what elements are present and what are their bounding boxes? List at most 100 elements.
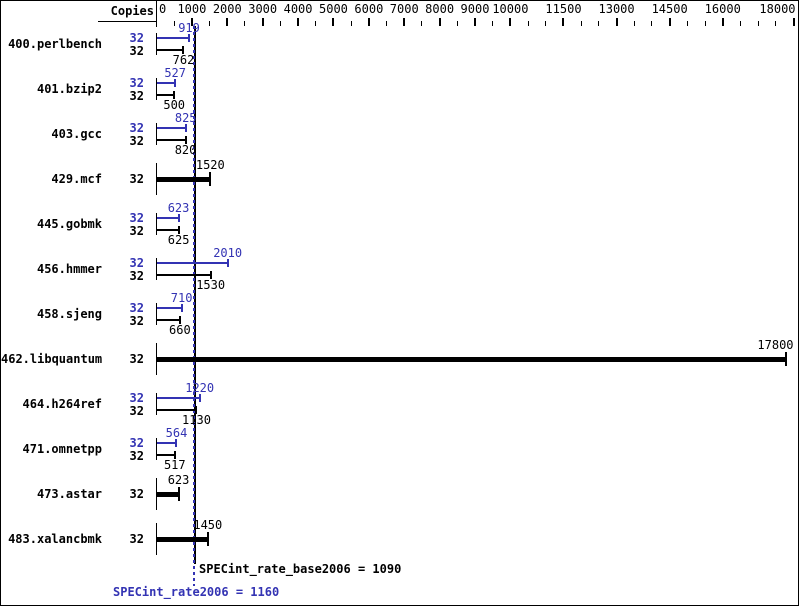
bar-peak [156,37,190,39]
bar-value-label: 527 [164,66,186,80]
bar-end-serif [180,304,183,312]
axis-minor-tick [315,21,317,26]
axis-major-tick [792,18,795,26]
bar-value-label: 825 [174,111,197,125]
bar-end-serif [173,451,176,459]
axis-major-tick [668,18,671,26]
copies-value: 32 [129,301,144,315]
axis-minor-tick [686,21,688,26]
axis-tick-label: 13000 [598,2,635,16]
bar-end-serif [175,439,178,447]
axis-minor-tick [386,21,388,26]
benchmark-label: 458.sjeng [36,307,102,321]
bar-end-serif [184,124,187,132]
bar-value-label: 820 [174,143,197,157]
axis-major-tick [332,18,335,26]
axis-major-tick [190,18,193,26]
axis-tick-label: 14500 [651,2,688,16]
bar-value-label: 762 [172,53,195,67]
bar-peak [156,127,186,129]
benchmark-label: 445.gobmk [36,217,102,231]
bar-value-label: 2010 [213,246,243,260]
bar-end-serif [188,34,191,42]
copies-value: 32 [129,89,144,103]
axis-tick-label: 8000 [425,2,455,16]
copies-value: 32 [129,76,144,90]
axis-major-tick [509,18,512,26]
axis-minor-tick [651,21,653,26]
axis-minor-tick [279,21,281,26]
copies-column-header: Copies [110,4,154,18]
bar-peak [156,262,228,264]
bar-value-label: 564 [165,426,188,440]
copies-value: 32 [129,172,144,186]
copies-value: 32 [129,391,144,405]
bar-base-and-peak [156,176,211,182]
benchmark-label: 429.mcf [51,172,102,186]
copies-value: 32 [129,352,144,366]
bar-value-label: 17800 [757,338,794,352]
copies-value: 32 [129,121,144,135]
axis-tick-label: 7000 [389,2,419,16]
bar-value-label: 1220 [185,381,215,395]
axis-minor-tick [598,21,600,26]
axis-major-tick [261,18,264,26]
bar-value-label: 1530 [196,278,226,292]
bar-base-and-peak [156,491,179,497]
axis-minor-tick [757,21,759,26]
axis-major-tick [474,18,476,26]
bar-peak [156,307,182,309]
axis-minor-tick [633,21,635,26]
bar-value-label: 500 [163,98,186,112]
axis-tick-label: 0 [159,2,167,16]
bar-value-label: 625 [167,233,190,247]
axis-minor-tick [580,21,582,26]
copies-value: 32 [129,224,144,238]
benchmark-label: 462.libquantum [1,352,103,366]
copies-value: 32 [129,44,144,58]
bar-end-serif [182,46,185,54]
axis-major-tick [297,18,300,26]
copies-header-underline [98,21,156,22]
benchmark-label: 473.astar [36,487,102,501]
axis-major-tick [615,18,618,26]
axis-tick-label: 4000 [283,2,313,16]
axis-minor-tick [244,21,246,26]
copies-value: 32 [129,436,144,450]
bar-peak [156,442,177,444]
bar-start-serif [156,303,157,325]
bar-end-serif [184,136,187,144]
axis-tick-label: 5000 [319,2,348,16]
benchmark-label: 400.perlbench [8,37,102,51]
benchmark-label: 483.xalancbmk [8,532,102,546]
copies-value: 32 [129,487,144,501]
bar-start-serif [156,123,157,145]
base-rate-summary-text: SPECint_rate_base2006 = 1090 [199,562,402,576]
bar-end-serif [209,172,212,186]
axis-minor-tick [350,21,352,26]
bar-value-label: 623 [167,201,190,215]
copies-value: 32 [129,134,144,148]
axis-minor-tick [173,21,175,26]
axis-major-tick [562,18,565,26]
axis-minor-tick [209,21,211,26]
bar-value-label: 623 [167,473,190,487]
axis-major-tick [403,18,406,26]
axis-tick-label: 11500 [545,2,582,16]
benchmark-label: 456.hmmer [36,262,102,276]
axis-tick-label: 18000 [759,2,796,16]
axis-minor-tick [775,21,777,26]
bar-base [156,49,184,51]
bar-base [156,229,179,231]
bar-end-serif [209,271,212,279]
benchmark-label: 464.h264ref [22,397,102,411]
bar-value-label: 919 [178,21,200,35]
bar-value-label: 1450 [193,518,223,532]
copies-value: 32 [129,449,144,463]
bar-start-serif [156,438,157,460]
peak-rate-reference-line [192,26,195,586]
bar-end-serif [174,79,177,87]
axis-tick-label: 6000 [354,2,384,16]
benchmark-label: 471.omnetpp [22,442,102,456]
bar-peak [156,217,179,219]
